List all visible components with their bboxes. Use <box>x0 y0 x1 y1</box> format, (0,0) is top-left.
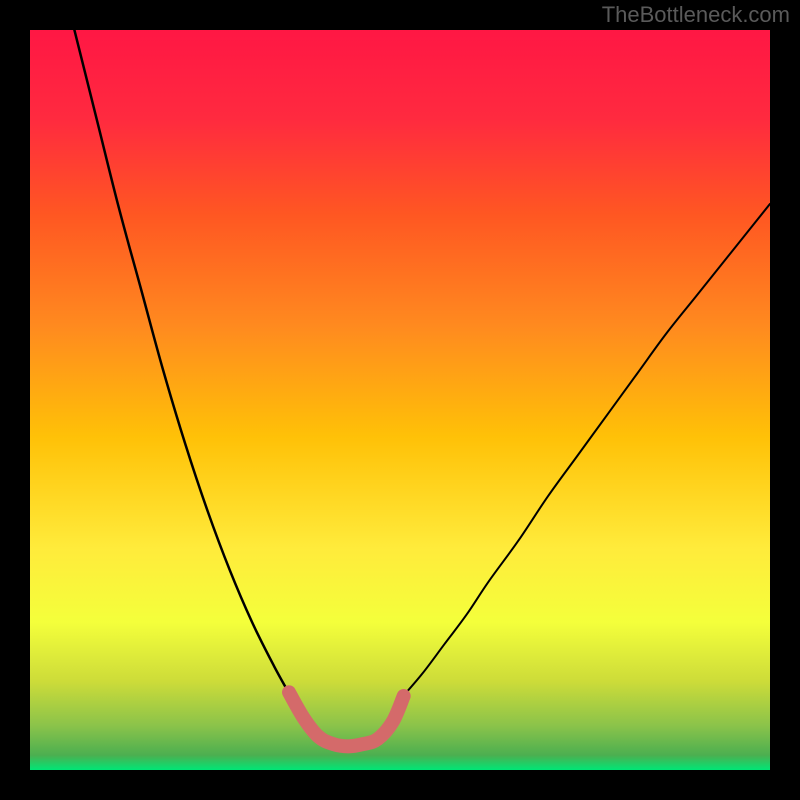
plot-area <box>30 30 770 770</box>
gradient-background <box>30 30 770 770</box>
chart-svg <box>30 30 770 770</box>
chart-container: TheBottleneck.com <box>0 0 800 800</box>
watermark-text: TheBottleneck.com <box>602 2 790 28</box>
